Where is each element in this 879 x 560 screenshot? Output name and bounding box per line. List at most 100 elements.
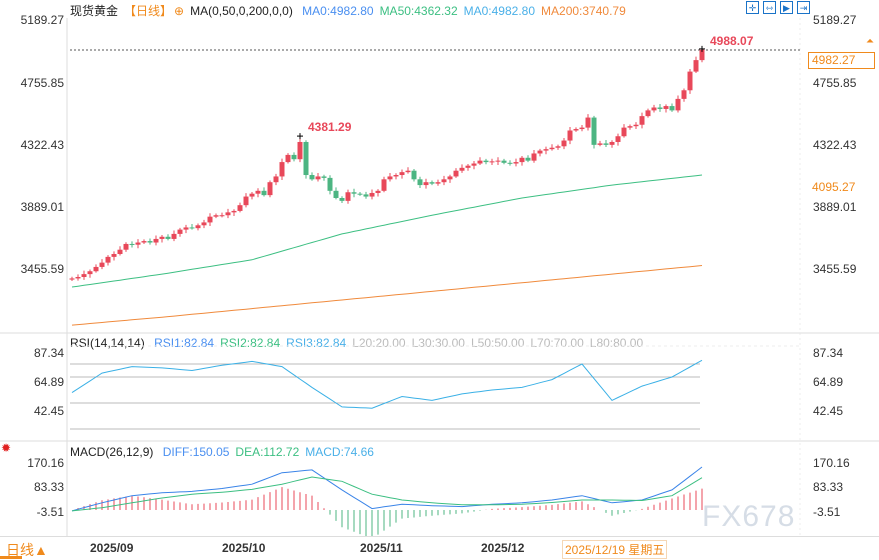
peak-price-label: 4381.29 — [308, 120, 352, 134]
candle-body — [549, 147, 555, 150]
price-label-right: 5189.27 — [813, 13, 857, 27]
month-label: 2025/11 — [360, 541, 403, 555]
month-label: 2025/12 — [481, 541, 525, 555]
candle-body — [309, 175, 315, 180]
candle-body — [213, 215, 219, 217]
candle-body — [333, 190, 339, 198]
cursor-date: 2025/12/19 星期五 — [562, 540, 668, 559]
x-axis-bar — [0, 536, 879, 560]
candle-body — [453, 170, 459, 177]
candle-body — [633, 124, 639, 127]
period-button[interactable]: 日线▲ — [6, 542, 48, 558]
rsi-axis-label: 64.89 — [33, 375, 64, 389]
candle-body — [249, 193, 255, 197]
candle-body — [537, 150, 543, 154]
period-button-underline — [0, 556, 22, 559]
candle-body — [405, 170, 411, 173]
crosshair-icon[interactable]: ⊕ — [174, 4, 185, 18]
candle-body — [237, 205, 243, 211]
candle-body — [135, 242, 141, 245]
instrument-title: 现货黄金 — [70, 4, 119, 18]
price-label-left: 4755.85 — [20, 76, 64, 90]
rsi-axis-label-right: 87.34 — [813, 346, 844, 360]
candle-body — [639, 116, 645, 125]
candle-body — [93, 266, 99, 272]
candle-body — [597, 143, 603, 145]
candle-body — [687, 71, 693, 91]
price-label-right: 4755.85 — [813, 76, 857, 90]
candle-body — [429, 182, 435, 184]
candle-body — [69, 278, 75, 280]
candle-body — [657, 107, 663, 109]
candle-body — [189, 227, 195, 229]
macd-label[interactable]: MACD(26,12,9) — [70, 445, 154, 459]
candle-body — [243, 196, 249, 206]
candle-body — [339, 197, 345, 201]
candle-body — [321, 176, 327, 178]
macd-axis-label: 83.33 — [33, 480, 64, 494]
rsi-line — [71, 359, 703, 409]
candle-body — [255, 190, 261, 194]
candle-body — [261, 190, 267, 196]
candle-body — [507, 162, 513, 164]
candle-body — [327, 177, 333, 191]
current-price-box: 4982.27 — [808, 52, 875, 69]
ma50-value: MA50:4362.32 — [379, 4, 458, 18]
candle-body — [171, 233, 177, 239]
rsi-axis-label-right: 42.45 — [813, 404, 844, 418]
macd-axis-label-right: 83.33 — [813, 480, 844, 494]
candle-body — [351, 192, 357, 194]
price-label-right: 3455.59 — [813, 262, 857, 276]
jump-latest-icon[interactable]: ⇥ — [797, 1, 810, 14]
candle-body — [81, 274, 87, 277]
candle-body — [231, 210, 237, 213]
candle-body — [369, 192, 375, 197]
candle-body — [531, 153, 537, 161]
price-label-left: 3455.59 — [20, 262, 64, 276]
ma-indicator-label[interactable]: MA(0,50,0,200,0,0) — [190, 4, 293, 18]
candle-body — [555, 146, 561, 148]
candle-body — [435, 182, 441, 184]
candle-body — [387, 176, 393, 180]
price-label-right: 4322.43 — [813, 138, 857, 152]
candle-body — [675, 98, 681, 111]
month-label: 2025/09 — [90, 541, 134, 555]
candle-body — [297, 141, 303, 160]
candle-body — [477, 160, 483, 164]
candle-body — [609, 141, 615, 145]
chart-canvas[interactable] — [0, 0, 879, 536]
macd-value: MACD:74.66 — [305, 445, 374, 459]
candle-body — [447, 176, 453, 180]
candle-body — [87, 271, 93, 275]
candle-body — [225, 212, 231, 216]
candle-body — [195, 225, 201, 229]
ma200-line — [71, 265, 703, 326]
candle-body — [105, 256, 111, 263]
play-forward-icon[interactable]: ▶ — [780, 1, 793, 14]
candle-body — [681, 90, 687, 99]
candle-body — [513, 162, 519, 164]
candle-body — [183, 227, 189, 230]
candle-body — [669, 106, 675, 111]
crosshair-tool-icon[interactable]: ✛ — [746, 1, 759, 14]
candle-body — [177, 229, 183, 234]
candle-body — [123, 243, 129, 250]
candle-body — [381, 179, 387, 191]
ma0-value: MA0:4982.80 — [302, 4, 374, 18]
candle-body — [165, 236, 171, 239]
candle-body — [279, 162, 285, 177]
candle-body — [693, 60, 699, 72]
candle-body — [291, 154, 297, 160]
candle-body — [219, 215, 225, 217]
price-label-left: 5189.27 — [20, 13, 64, 27]
candle-body — [399, 172, 405, 176]
candle-body — [393, 175, 399, 177]
price-label-left: 3889.01 — [20, 200, 64, 214]
settings-sun-icon[interactable]: ✹ — [1, 441, 12, 455]
watermark: FX678 — [702, 500, 796, 533]
candle-body — [129, 243, 135, 245]
rsi-axis-label: 42.45 — [33, 404, 64, 418]
period-label[interactable]: 【日线】 — [124, 4, 173, 18]
candle-body — [99, 262, 105, 267]
zoom-range-icon[interactable]: ⇿ — [763, 1, 776, 14]
